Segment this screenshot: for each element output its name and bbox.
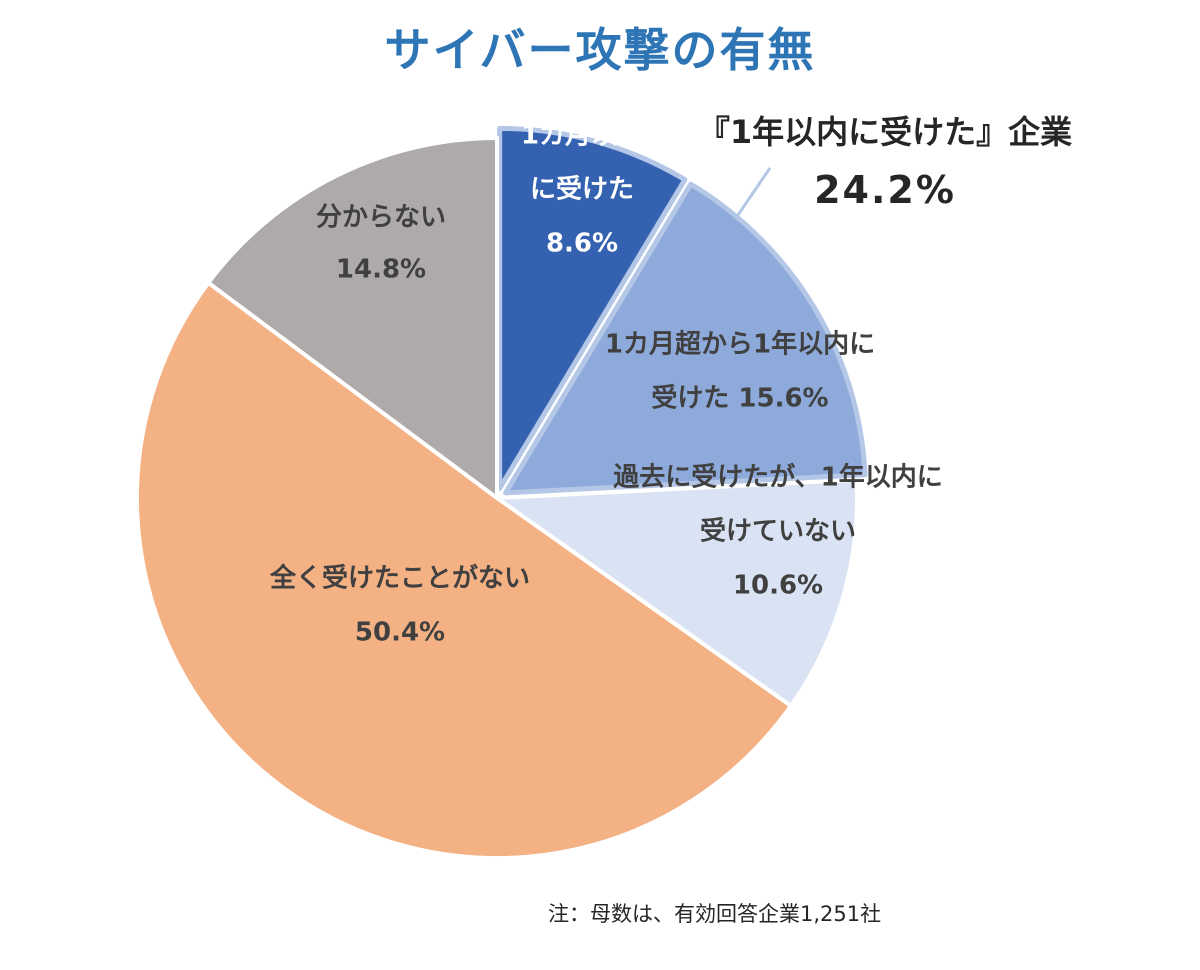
slice-label-4-line-2: 50.4% [355, 618, 445, 648]
chart-title: サイバー攻撃の有無 [384, 23, 816, 77]
pie-slices [135, 125, 868, 861]
slice-label-3-line-2: 受けていない [700, 516, 856, 547]
slice-label-3-line-1: 過去に受けたが、1年以内に [613, 462, 943, 493]
slice-label-1-line-3: 8.6% [546, 229, 618, 259]
chart-note: 注：母数は、有効回答企業1,251社 [548, 902, 882, 926]
slice-label-5-line-2: 14.8% [336, 255, 426, 285]
slice-label-5-line-1: 分からない [316, 203, 446, 233]
slice-label-3-line-3: 10.6% [733, 571, 823, 601]
pie-slice-2 [503, 181, 868, 496]
pie-slice-3 [495, 477, 859, 708]
pie-slice-5 [206, 136, 499, 500]
slice-label-4-line-1: 全く受けたことがない [269, 563, 530, 594]
pie-slice-1 [497, 125, 688, 491]
pie-slice-4 [135, 280, 793, 861]
callout-leader-line [736, 167, 772, 216]
slice-label-2-line-2: 受けた 15.6% [651, 383, 828, 414]
callout-label: 『1年以内に受けた』企業 [698, 113, 1072, 151]
slice-label-1-line-1: 1カ月以内 [521, 121, 643, 151]
slice-label-2-line-1: 1カ月超から1年以内に [605, 329, 875, 360]
callout-value: 24.2% [814, 168, 956, 212]
slice-label-1-line-2: に受けた [530, 174, 634, 205]
